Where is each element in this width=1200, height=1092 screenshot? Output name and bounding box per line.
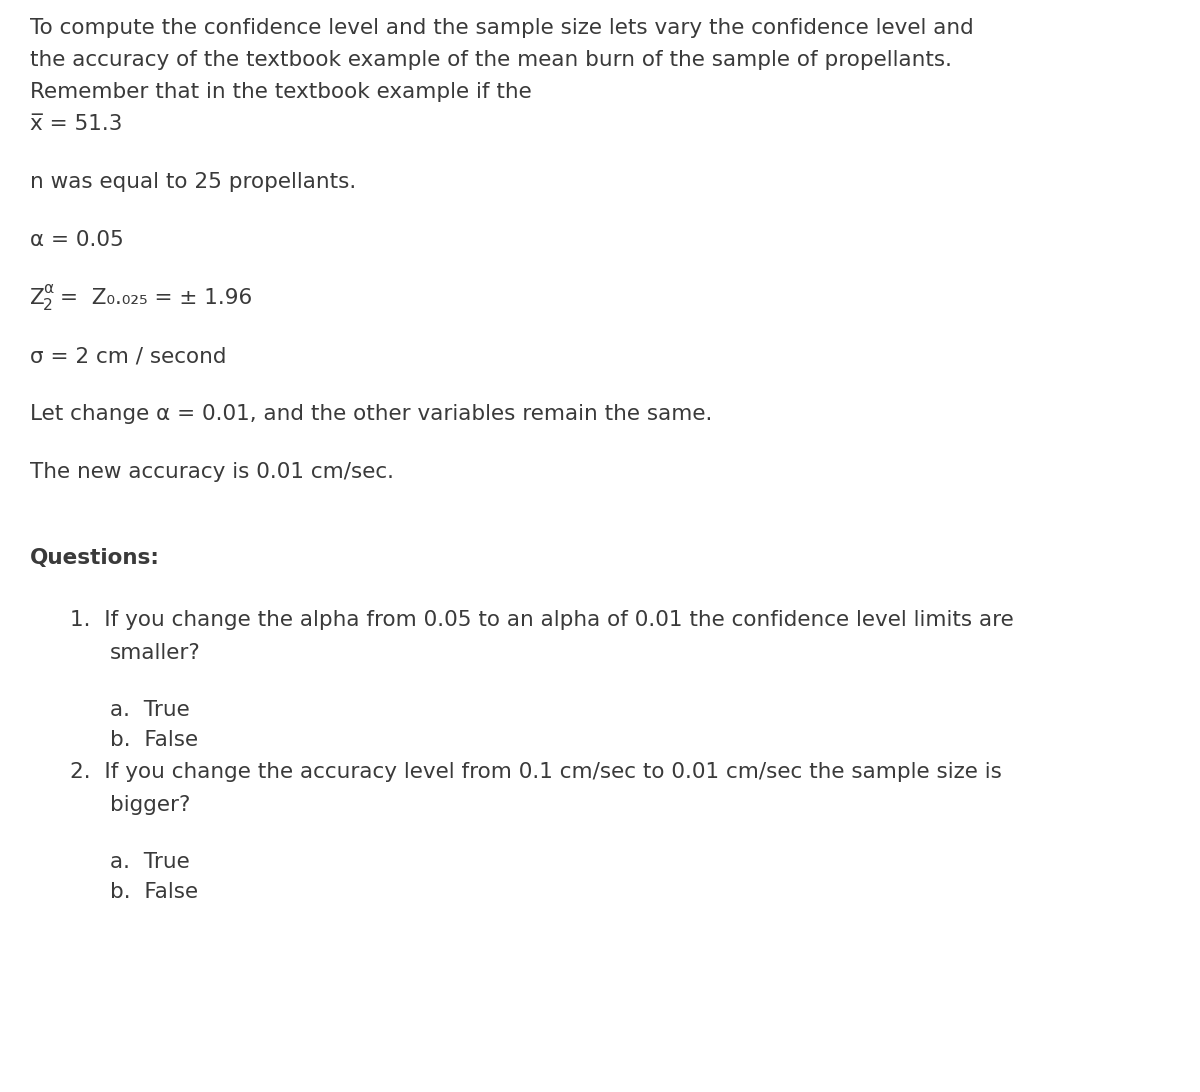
Text: 2: 2	[43, 298, 53, 313]
Text: a.  True: a. True	[110, 852, 190, 873]
Text: To compute the confidence level and the sample size lets vary the confidence lev: To compute the confidence level and the …	[30, 17, 973, 38]
Text: Questions:: Questions:	[30, 548, 160, 568]
Text: The new accuracy is 0.01 cm/sec.: The new accuracy is 0.01 cm/sec.	[30, 462, 394, 482]
Text: b.  False: b. False	[110, 729, 198, 750]
Text: σ = 2 cm / second: σ = 2 cm / second	[30, 346, 227, 366]
Text: Remember that in the textbook example if the: Remember that in the textbook example if…	[30, 82, 532, 102]
Text: 1.  If you change the alpha from 0.05 to an alpha of 0.01 the confidence level l: 1. If you change the alpha from 0.05 to …	[70, 610, 1014, 630]
Text: bigger?: bigger?	[110, 795, 191, 815]
Text: =  Z₀.₀₂₅ = ± 1.96: = Z₀.₀₂₅ = ± 1.96	[60, 288, 252, 308]
Text: α = 0.05: α = 0.05	[30, 230, 124, 250]
Text: x̅ = 51.3: x̅ = 51.3	[30, 114, 122, 134]
Text: Let change α = 0.01, and the other variables remain the same.: Let change α = 0.01, and the other varia…	[30, 404, 713, 424]
Text: the accuracy of the textbook example of the mean burn of the sample of propellan: the accuracy of the textbook example of …	[30, 50, 952, 70]
Text: a.  True: a. True	[110, 700, 190, 720]
Text: n was equal to 25 propellants.: n was equal to 25 propellants.	[30, 173, 356, 192]
Text: 2.  If you change the accuracy level from 0.1 cm/sec to 0.01 cm/sec the sample s: 2. If you change the accuracy level from…	[70, 762, 1002, 782]
Text: α: α	[43, 281, 53, 296]
Text: b.  False: b. False	[110, 882, 198, 902]
Text: Z: Z	[30, 288, 44, 308]
Text: smaller?: smaller?	[110, 643, 200, 663]
